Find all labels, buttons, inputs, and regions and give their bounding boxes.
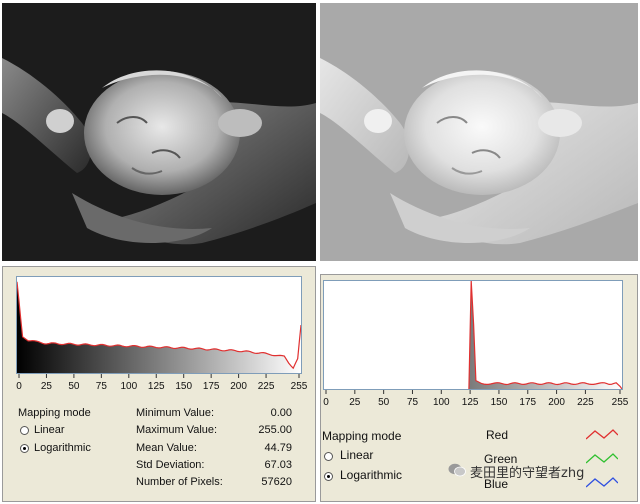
axis-tick-label: 255	[612, 397, 629, 408]
stat-std-value: 67.03	[264, 459, 292, 471]
left-radio-linear[interactable]	[20, 426, 29, 435]
axis-tick-label: 125	[462, 397, 479, 408]
axis-tick-label: 175	[203, 381, 220, 392]
stat-maximum-value: 255.00	[258, 424, 292, 436]
right-mapping-mode-label: Mapping mode	[322, 429, 402, 443]
stat-pixels-value: 57620	[261, 476, 292, 488]
right-radio-logarithmic[interactable]	[324, 472, 333, 481]
left-histogram-plot	[16, 276, 302, 374]
axis-tick-label: 175	[519, 397, 536, 408]
right-histogram-axis: 0 25 50 75 100 125 150 175 200 225 255	[323, 390, 629, 412]
legend-red-swatch	[585, 428, 619, 447]
left-radio-logarithmic[interactable]	[20, 444, 29, 453]
left-mapping-mode-label: Mapping mode	[18, 407, 91, 419]
stat-maximum-label: Maximum Value:	[136, 424, 218, 436]
left-linear-label[interactable]: Linear	[34, 424, 65, 436]
legend-blue-swatch	[585, 476, 619, 495]
stat-minimum-value: 0.00	[270, 407, 292, 419]
equalized-photo	[320, 3, 638, 261]
axis-tick-label: 25	[349, 397, 361, 408]
axis-tick-label: 50	[68, 381, 80, 392]
axis-tick-label: 150	[491, 397, 508, 408]
axis-tick-label: 125	[148, 381, 165, 392]
right-logarithmic-label[interactable]: Logarithmic	[340, 468, 403, 482]
wechat-logo-icon	[448, 463, 466, 477]
original-photo	[2, 3, 316, 261]
axis-tick-label: 75	[96, 381, 108, 392]
right-histogram-line	[468, 281, 622, 389]
axis-tick-label: 25	[41, 381, 53, 392]
axis-tick-label: 150	[175, 381, 192, 392]
stat-std-label: Std Deviation:	[136, 459, 205, 471]
left-histogram-axis: 0 25 50 75 100 125 150 175 200 225 255	[16, 374, 308, 396]
right-radio-linear[interactable]	[324, 452, 333, 461]
axis-tick-label: 0	[323, 397, 329, 408]
axis-tick-label: 200	[548, 397, 565, 408]
legend-green-swatch	[585, 452, 619, 471]
axis-tick-label: 255	[291, 381, 308, 392]
legend-green-label: Green	[484, 452, 518, 466]
stat-mean-value: 44.79	[264, 442, 292, 454]
right-linear-label[interactable]: Linear	[340, 448, 374, 462]
axis-tick-label: 225	[577, 397, 594, 408]
left-histogram-area	[17, 281, 301, 373]
axis-tick-label: 50	[378, 397, 390, 408]
stat-minimum-label: Minimum Value:	[136, 407, 215, 419]
legend-red-label: Red	[486, 428, 509, 442]
left-histogram-line	[17, 281, 301, 370]
legend-blue-label: Blue	[484, 477, 509, 491]
axis-tick-label: 225	[258, 381, 275, 392]
right-histogram-plot	[323, 280, 623, 390]
watermark-text: 麦田里的守望者zhg	[470, 466, 585, 481]
axis-tick-label: 0	[16, 381, 22, 392]
stat-pixels-label: Number of Pixels:	[136, 476, 223, 488]
right-histogram-area	[468, 281, 622, 389]
stat-mean-label: Mean Value:	[136, 442, 197, 454]
axis-tick-label: 200	[230, 381, 247, 392]
axis-tick-label: 75	[407, 397, 419, 408]
left-logarithmic-label[interactable]: Logarithmic	[34, 442, 91, 454]
axis-tick-label: 100	[433, 397, 450, 408]
axis-tick-label: 100	[120, 381, 137, 392]
